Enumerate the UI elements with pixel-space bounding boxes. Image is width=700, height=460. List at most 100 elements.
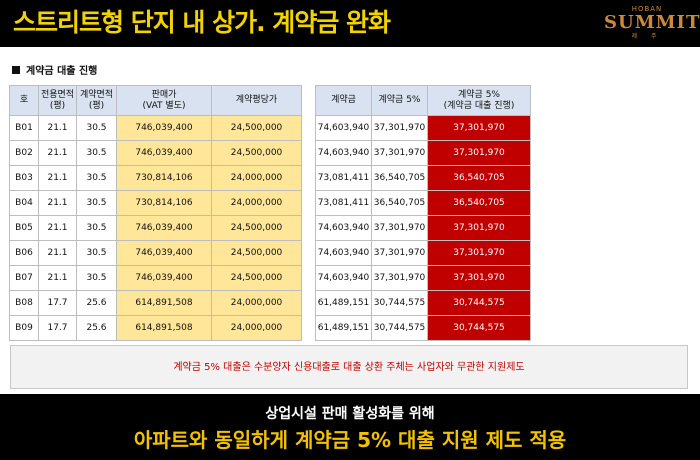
footer-banner: 상업시설 판매 활성화를 위해 아파트와 동일하게 계약금 5% 대출 지원 제… <box>0 394 700 460</box>
column-header: 계약금 5% (계약금 대출 진행) <box>427 85 531 116</box>
table-cell: B02 <box>9 140 39 166</box>
square-bullet-icon <box>12 66 20 74</box>
table-cell: B07 <box>9 265 39 291</box>
column-header: 판매가 (VAT 별도) <box>116 85 212 116</box>
table-cell: 30.5 <box>76 240 117 266</box>
table-cell: B06 <box>9 240 39 266</box>
table-cell: 30.5 <box>76 265 117 291</box>
table-cell: 25.6 <box>76 315 117 341</box>
table-cell: B04 <box>9 190 39 216</box>
table-cell: 61,489,151 <box>315 290 372 316</box>
table-cell: 30,744,575 <box>427 290 531 316</box>
column-header: 호 <box>9 85 39 116</box>
table-cell: 24,000,000 <box>211 165 302 191</box>
table-cell: 24,000,000 <box>211 190 302 216</box>
table-cell: 37,301,970 <box>427 115 531 141</box>
table-cell: 37,301,970 <box>371 240 428 266</box>
table-cell: 30.5 <box>76 115 117 141</box>
table-cell: 24,000,000 <box>211 290 302 316</box>
table-cell: 21.1 <box>38 165 77 191</box>
table-cell: 61,489,151 <box>315 315 372 341</box>
table-cell: 73,081,411 <box>315 165 372 191</box>
table-header-row: 호 전용면적 (평) 계약면적 (평) 판매가 (VAT 별도) 계약평당가 <box>9 85 302 116</box>
table-cell: 37,301,970 <box>371 215 428 241</box>
table-row: B01 21.1 30.5 746,039,400 24,500,000 <box>9 115 302 141</box>
table-cell: 37,301,970 <box>427 215 531 241</box>
table-cell: 614,891,508 <box>116 290 212 316</box>
table-cell: 614,891,508 <box>116 315 212 341</box>
logo-sub-text: 제 주 <box>631 33 663 40</box>
footer-line-1: 상업시설 판매 활성화를 위해 <box>265 406 435 422</box>
table-cell: 730,814,106 <box>116 165 212 191</box>
table-cell: B09 <box>9 315 39 341</box>
table-row: B03 21.1 30.5 730,814,106 24,000,000 <box>9 165 302 191</box>
table-cell: 30.5 <box>76 165 117 191</box>
table-body: B01 21.1 30.5 746,039,400 24,500,000 B02 21.1 3… <box>9 115 302 341</box>
table-cell: 24,500,000 <box>211 140 302 166</box>
table-row: B07 21.1 30.5 746,039,400 24,500,000 <box>9 265 302 291</box>
table-cell: 74,603,940 <box>315 215 372 241</box>
table-row: 61,489,151 30,744,575 30,744,575 <box>315 290 531 316</box>
table-cell: 24,500,000 <box>211 215 302 241</box>
note-text: 계약금 5% 대출은 수분양자 신용대출로 대출 상환 주체는 사업자와 무관한… <box>173 362 525 373</box>
table-row: B04 21.1 30.5 730,814,106 24,000,000 <box>9 190 302 216</box>
table-body: 74,603,940 37,301,970 37,301,970 74,603,940… <box>315 115 531 341</box>
section-title-text: 계약금 대출 진행 <box>26 66 98 77</box>
table-cell: B01 <box>9 115 39 141</box>
table-cell: 17.7 <box>38 290 77 316</box>
section-title: 계약금 대출 진행 <box>12 62 97 77</box>
table-row: B05 21.1 30.5 746,039,400 24,500,000 <box>9 215 302 241</box>
table-cell: 21.1 <box>38 140 77 166</box>
table-cell: 21.1 <box>38 215 77 241</box>
table-cell: 746,039,400 <box>116 265 212 291</box>
table-cell: 746,039,400 <box>116 215 212 241</box>
table-cell: 24,500,000 <box>211 265 302 291</box>
table-cell: 30,744,575 <box>427 315 531 341</box>
column-header: 계약평당가 <box>211 85 302 116</box>
table-row: 74,603,940 37,301,970 37,301,970 <box>315 140 531 166</box>
table-cell: 37,301,970 <box>427 265 531 291</box>
note-box: 계약금 5% 대출은 수분양자 신용대출로 대출 상환 주체는 사업자와 무관한… <box>10 345 688 389</box>
table-cell: 74,603,940 <box>315 265 372 291</box>
brand-logo: HOBAN SUMMIT 제 주 <box>604 5 700 41</box>
logo-main-text: SUMMIT <box>604 12 700 33</box>
table-row: B02 21.1 30.5 746,039,400 24,500,000 <box>9 140 302 166</box>
logo-top-text: HOBAN <box>631 5 663 13</box>
table-cell: 30.5 <box>76 140 117 166</box>
table-cell: 746,039,400 <box>116 140 212 166</box>
table-cell: 74,603,940 <box>315 115 372 141</box>
table-cell: 37,301,970 <box>371 265 428 291</box>
footer-line-2: 아파트와 동일하게 계약금 5% 대출 지원 제도 적용 <box>133 428 567 452</box>
table-cell: 36,540,705 <box>371 190 428 216</box>
table-cell: 37,301,970 <box>371 115 428 141</box>
table-cell: 24,500,000 <box>211 240 302 266</box>
table-cell: 73,081,411 <box>315 190 372 216</box>
table-row: 73,081,411 36,540,705 36,540,705 <box>315 165 531 191</box>
deposit-table: 계약금 계약금 5% 계약금 5% (계약금 대출 진행) 74,603,940 37,… <box>315 85 531 341</box>
table-cell: 30,744,575 <box>371 315 428 341</box>
table-cell: 30.5 <box>76 215 117 241</box>
table-cell: 30.5 <box>76 190 117 216</box>
table-row: B06 21.1 30.5 746,039,400 24,500,000 <box>9 240 302 266</box>
table-cell: 37,301,970 <box>427 140 531 166</box>
header-banner: 스트리트형 단지 내 상가. 계약금 완화 HOBAN SUMMIT 제 주 <box>0 0 700 47</box>
table-header-row: 계약금 계약금 5% 계약금 5% (계약금 대출 진행) <box>315 85 531 116</box>
table-row: 73,081,411 36,540,705 36,540,705 <box>315 190 531 216</box>
table-cell: B03 <box>9 165 39 191</box>
table-cell: 36,540,705 <box>427 190 531 216</box>
table-cell: 746,039,400 <box>116 240 212 266</box>
table-cell: 30,744,575 <box>371 290 428 316</box>
table-cell: 36,540,705 <box>427 165 531 191</box>
table-cell: 17.7 <box>38 315 77 341</box>
table-cell: 74,603,940 <box>315 140 372 166</box>
table-row: 74,603,940 37,301,970 37,301,970 <box>315 240 531 266</box>
column-header: 계약금 5% <box>371 85 428 116</box>
table-cell: 730,814,106 <box>116 190 212 216</box>
table-cell: 37,301,970 <box>371 140 428 166</box>
table-row: B08 17.7 25.6 614,891,508 24,000,000 <box>9 290 302 316</box>
table-row: 61,489,151 30,744,575 30,744,575 <box>315 315 531 341</box>
table-cell: B05 <box>9 215 39 241</box>
table-cell: 25.6 <box>76 290 117 316</box>
table-row: B09 17.7 25.6 614,891,508 24,000,000 <box>9 315 302 341</box>
table-cell: B08 <box>9 290 39 316</box>
